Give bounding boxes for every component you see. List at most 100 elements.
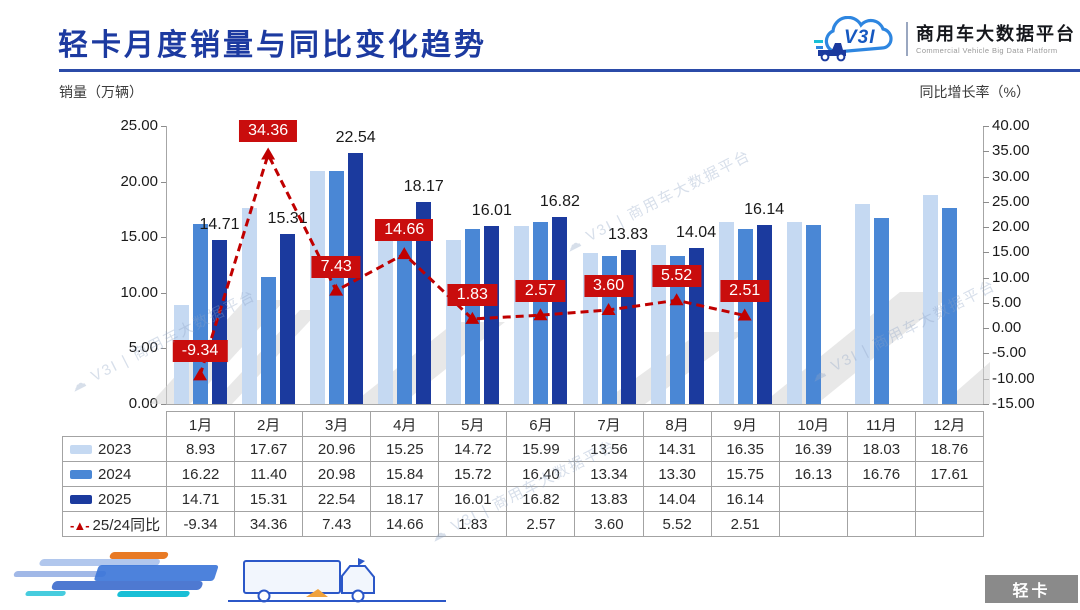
table-value-cell: 13.30	[642, 461, 712, 487]
table-value-cell: 11.40	[234, 461, 304, 487]
table-month-header: 10月	[778, 411, 848, 437]
yoy-value-label: 34.36	[239, 119, 298, 142]
table-row: 2025 14.71 15.31 22.54 18.17 16.01 16.82 13.83 1…	[62, 486, 984, 512]
left-axis-tick-label: 15.00	[120, 228, 158, 246]
table-value-cell: 20.96	[302, 436, 372, 462]
table-value-cell: 15.75	[710, 461, 780, 487]
bar-2025-2月	[280, 233, 296, 404]
table-value-cell: 14.72	[438, 436, 508, 462]
table-month-header: 5月	[438, 411, 508, 437]
table-value-cell	[778, 511, 848, 537]
left-axis-tick	[161, 348, 166, 350]
table-value-cell: 16.82	[506, 486, 576, 512]
left-axis-tick-label: 0.00	[128, 395, 158, 412]
table-value-cell	[914, 486, 984, 512]
right-axis-tick-label: 20.00	[992, 218, 1030, 236]
table-value-cell: 34.36	[234, 511, 304, 537]
right-axis-tick-label: 35.00	[992, 142, 1030, 160]
right-axis-tick-label: 10.00	[992, 268, 1030, 286]
logo-divider	[906, 22, 908, 56]
bar-2023-5月	[446, 240, 462, 404]
right-axis-tick	[983, 176, 989, 178]
bar-2024-9月	[737, 228, 753, 404]
bar-2025-9月	[756, 224, 772, 404]
bar-2023-4月	[378, 234, 394, 404]
series-legend-label: -▲- 25/24同比	[62, 511, 167, 537]
table-value-cell: 18.76	[914, 436, 984, 462]
table-row: -▲- 25/24同比 -9.34 34.36 7.43 14.66 1.83 2.57 3.6…	[62, 511, 984, 537]
chart-data-table: 1月 2月 3月 4月 5月 6月 7月 8月 9月 10月 11月 12月 2023 8.93 17.67…	[62, 411, 984, 537]
bar-value-label: 16.82	[539, 192, 580, 210]
table-value-cell: 16.39	[778, 436, 848, 462]
bar-value-label: 16.14	[744, 200, 785, 218]
bar-value-label: 13.83	[607, 226, 649, 244]
yoy-value-label: 5.52	[652, 265, 702, 288]
bar-2023-11月	[854, 203, 870, 404]
table-value-cell: 16.76	[846, 461, 916, 487]
table-month-header: 12月	[914, 411, 984, 437]
table-value-cell	[846, 486, 916, 512]
table-value-cell: 14.04	[642, 486, 712, 512]
bar-2024-3月	[329, 170, 345, 404]
legend-swatch-icon	[70, 445, 92, 455]
right-axis-tick-label: 5.00	[992, 293, 1022, 311]
bar-2024-6月	[533, 221, 549, 404]
table-value-cell: 16.40	[506, 461, 576, 487]
right-axis-tick-label: -5.00	[992, 344, 1027, 362]
brand-cloud-icon: V3I	[814, 15, 898, 62]
right-axis-tick-label: 0.00	[992, 319, 1022, 337]
yoy-value-label: -9.34	[172, 340, 228, 363]
left-axis-tick	[161, 237, 166, 239]
table-value-cell	[914, 511, 984, 537]
bar-value-label: 14.71	[199, 216, 240, 234]
brand-name-en: Commercial Vehicle Big Data Platform	[916, 45, 1058, 55]
left-axis-caption: 销量（万辆）	[59, 84, 143, 100]
yoy-value-label: 1.83	[447, 283, 497, 306]
table-value-cell: 1.83	[438, 511, 508, 537]
header-divider	[59, 69, 1080, 72]
bar-2024-1月	[193, 223, 208, 404]
table-value-cell: 14.31	[642, 436, 712, 462]
right-axis-tick	[983, 328, 989, 330]
table-row: 2024 16.22 11.40 20.98 15.84 15.72 16.40 13.34 1…	[62, 461, 984, 487]
right-axis-tick	[983, 126, 989, 127]
table-value-cell: 14.66	[370, 511, 440, 537]
table-value-cell: 15.25	[370, 436, 440, 462]
y-axis-left-line	[166, 126, 167, 404]
right-axis-tick	[983, 201, 989, 203]
table-value-cell: 18.17	[370, 486, 440, 512]
table-value-cell: 8.93	[165, 436, 236, 462]
right-axis-tick-label: 25.00	[992, 192, 1030, 210]
legend-dashed-line-icon: -▲-	[70, 517, 90, 533]
table-month-header: 6月	[506, 411, 576, 437]
page-title: 轻卡月度销量与同比变化趋势	[58, 29, 487, 62]
table-value-cell: 13.34	[574, 461, 644, 487]
right-axis-tick	[983, 277, 989, 279]
left-axis-tick-label: 10.00	[120, 283, 158, 301]
left-axis-tick	[161, 292, 166, 294]
yoy-value-label: 14.66	[375, 219, 434, 242]
bar-value-label: 22.54	[335, 129, 376, 147]
right-axis-tick-label: 15.00	[992, 243, 1030, 261]
table-value-cell: 16.01	[438, 486, 508, 512]
table-value-cell: 15.84	[370, 461, 440, 487]
y-axis-right-line	[983, 126, 984, 404]
bar-value-label: 18.17	[403, 177, 444, 195]
table-corner-cell	[63, 412, 167, 437]
left-axis-tick-label: 25.00	[120, 117, 158, 134]
table-value-cell	[778, 486, 848, 512]
brand-logo: V3I 商用车大数据平台 Commercial Vehicle Big Data…	[814, 15, 1076, 62]
series-legend-label: 2023	[62, 436, 167, 462]
right-axis-tick-label: -10.00	[992, 369, 1035, 387]
series-legend-label: 2024	[62, 461, 167, 487]
bar-value-label: 14.04	[676, 223, 717, 241]
table-value-cell: 5.52	[642, 511, 712, 537]
table-value-cell: 20.98	[302, 461, 372, 487]
table-value-cell: 15.31	[234, 486, 304, 512]
table-month-header: 8月	[642, 411, 712, 437]
bar-2023-6月	[514, 226, 530, 404]
table-value-cell: 2.51	[710, 511, 780, 537]
table-value-cell: 16.22	[165, 461, 236, 487]
series-legend-label: 2025	[62, 486, 167, 512]
